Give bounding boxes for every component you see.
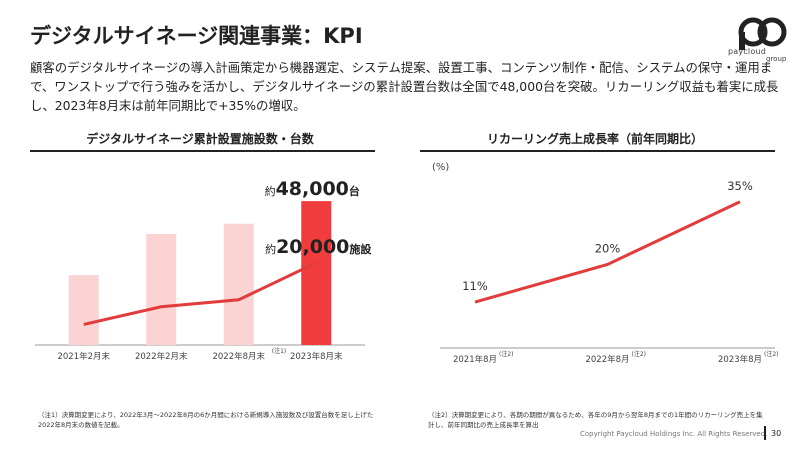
x-tick-label: 2022年8月 [585,354,629,365]
page-title: デジタルサイネージ関連事業：KPI [30,24,363,48]
bar-line-chart: 2021年2月末 2022年2月末 2022年8月末 (注1)2023年8月末 約20,… [35,178,372,362]
line-series [474,200,741,304]
chart-title-recurring: リカーリング売上成長率（前年同期比） [486,132,703,146]
x-tick-note: (注1) [272,347,287,355]
bar-4 [301,201,332,345]
x-tick-note: (注2) [499,350,514,358]
x-tick-note: (注2) [632,350,647,358]
x-tick-note: (注2) [764,350,779,358]
chart-title-installations: デジタルサイネージ累計設置施設数・台数 [86,132,314,146]
x-tick-label: 2022年8月末 [212,351,265,362]
logo-text: paycloud [728,47,766,56]
line-series [83,261,317,326]
data-label: 11% [462,279,488,293]
page-number-divider [764,426,766,440]
footnote-2: （注2）決算期変更により、各期の期間が異なるため、各年の9月から翌年8月までの1… [428,411,763,429]
data-label: 35% [727,179,753,193]
y-axis-label: (%) [432,162,449,173]
copyright: Copyright Paycloud Holdings Inc. All Rig… [580,430,768,438]
chart-title-rule [420,150,775,152]
description: 顧客のデジタルサイネージの導入計画策定から機器選定、システム提案、設置工事、コン… [30,60,779,113]
data-label: 20% [595,241,621,255]
x-tick-label: 2023年8月 [718,354,762,365]
bar-1 [68,275,99,345]
x-tick-label: 2021年2月末 [57,351,110,362]
footnote-1: （注1）決算期変更により、2022年3月～2022年8月の6か月間における新規導… [38,411,374,429]
growth-line-chart: (%)2021年8月(注2)11%2022年8月(注2)20%2023年8月(注… [432,162,779,365]
page-number: 30 [771,429,782,438]
bar-3 [223,223,254,345]
x-tick-label: 2023年8月末 [290,351,343,362]
bar-2 [146,234,177,345]
x-tick-label: 2022年2月末 [135,351,188,362]
chart-title-rule [30,150,375,152]
annotation-bar: 約48,000台 [265,178,360,200]
annotation-line: 約20,000施設 [265,236,372,258]
logo-subtext: group [766,55,787,63]
x-tick-label: 2021年8月 [453,354,497,365]
paycloud-logo-icon [738,17,787,50]
